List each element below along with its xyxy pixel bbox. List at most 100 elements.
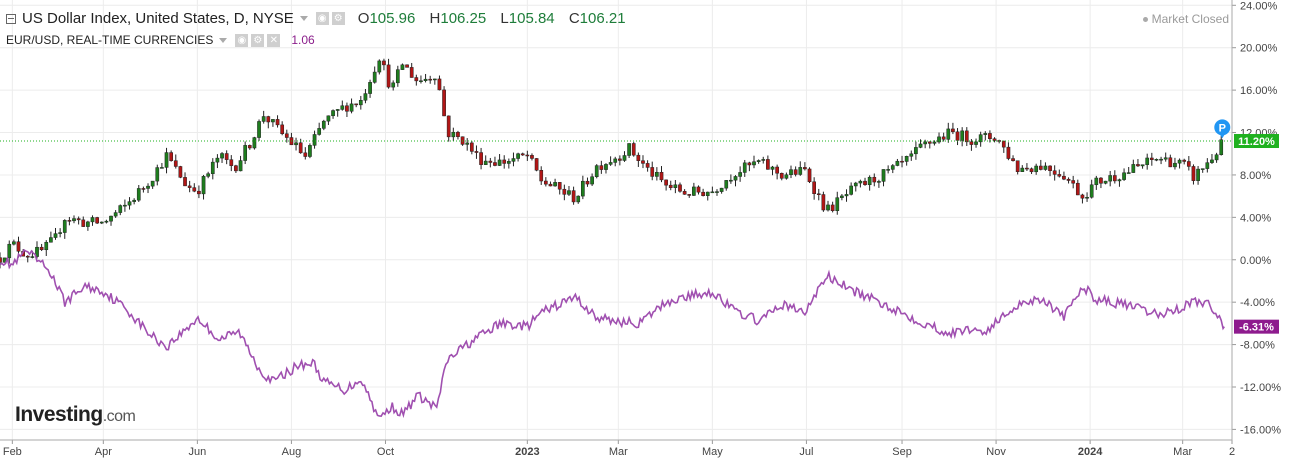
- candle: [770, 165, 775, 176]
- candle-body: [604, 164, 608, 170]
- candle: [719, 187, 724, 194]
- candle-body: [562, 188, 567, 195]
- candle: [641, 155, 645, 169]
- candle: [479, 147, 483, 170]
- candle-body: [1210, 159, 1214, 163]
- candle-body: [298, 142, 303, 154]
- dxy-candles[interactable]: [0, 58, 1224, 269]
- candle: [742, 159, 747, 177]
- candle: [1043, 162, 1048, 171]
- x-tick-label: Mar: [1173, 446, 1192, 458]
- secondary-series-name[interactable]: EUR/USD, REAL-TIME CURRENCIES: [6, 33, 214, 47]
- candle: [687, 194, 692, 198]
- candle-body: [312, 134, 317, 146]
- candle: [1029, 167, 1034, 175]
- candle-body: [548, 183, 553, 187]
- candle: [608, 156, 613, 166]
- candle: [405, 64, 409, 68]
- primary-series-name[interactable]: US Dollar Index, United States, D, NYSE: [22, 10, 294, 27]
- x-tick-label: May: [702, 446, 723, 458]
- x-tick-label: Jun: [188, 446, 206, 458]
- candle-body: [1038, 165, 1043, 170]
- open-label: O: [357, 10, 370, 27]
- candle-body: [890, 165, 895, 170]
- x-tick-label: Oct: [377, 446, 394, 458]
- close-icon[interactable]: ✕: [267, 33, 281, 47]
- candle-body: [557, 182, 562, 190]
- candle-body: [7, 243, 12, 259]
- eye-icon[interactable]: ◉: [315, 12, 329, 25]
- candle-body: [969, 141, 974, 145]
- candle: [613, 156, 618, 167]
- candle-body: [197, 190, 201, 195]
- candle: [715, 189, 719, 196]
- candle: [946, 122, 951, 143]
- candle-body: [127, 201, 132, 206]
- gear-icon[interactable]: ⚙: [251, 33, 265, 47]
- candle: [784, 172, 789, 180]
- candle-body: [354, 103, 359, 106]
- candle-body: [146, 185, 150, 189]
- candle-body: [81, 219, 86, 227]
- candle-body: [655, 171, 659, 177]
- candle-body: [271, 119, 275, 123]
- candle: [705, 191, 710, 201]
- candle-body: [358, 100, 363, 106]
- y-tick-label: 8.00%: [1240, 170, 1271, 182]
- candle-body: [1052, 170, 1057, 175]
- candle-body: [335, 109, 340, 111]
- candle: [733, 175, 738, 187]
- candle: [53, 227, 58, 240]
- candle-body: [608, 162, 613, 165]
- candle-body: [803, 167, 807, 170]
- candle: [1062, 171, 1066, 181]
- candle-body: [25, 255, 30, 258]
- candle: [1080, 193, 1085, 204]
- candle: [224, 150, 229, 165]
- candle: [146, 183, 150, 194]
- candle-body: [409, 67, 414, 78]
- candle-body: [761, 159, 766, 161]
- candle: [900, 155, 904, 168]
- candle-body: [900, 160, 904, 163]
- collapse-icon[interactable]: [6, 13, 16, 24]
- candle: [622, 151, 627, 162]
- candle: [571, 186, 576, 205]
- eye-icon[interactable]: ◉: [235, 33, 249, 47]
- candle: [132, 198, 136, 205]
- candle-body: [687, 194, 692, 196]
- candle-body: [1011, 158, 1015, 161]
- candle-body: [904, 156, 909, 162]
- candle-body: [363, 93, 368, 101]
- candle: [414, 74, 419, 86]
- candle: [585, 177, 590, 187]
- candle-body: [280, 124, 285, 134]
- candle: [317, 122, 322, 136]
- candle-body: [192, 187, 197, 192]
- candle-body: [567, 190, 571, 195]
- candle: [1075, 179, 1080, 196]
- eurusd-line[interactable]: [0, 248, 1225, 419]
- candle: [951, 122, 955, 135]
- candle: [631, 141, 636, 157]
- candle-body: [1126, 172, 1131, 174]
- candle: [701, 188, 705, 197]
- candle-body: [1085, 196, 1089, 199]
- candle-body: [826, 204, 830, 211]
- candle: [67, 216, 72, 226]
- chevron-down-icon[interactable]: [299, 16, 308, 21]
- candle: [1126, 166, 1131, 174]
- candle-body: [553, 182, 557, 187]
- chevron-down-icon[interactable]: [219, 37, 228, 43]
- candle-body: [118, 205, 123, 213]
- candle-body: [918, 143, 923, 148]
- gear-icon[interactable]: ⚙: [331, 12, 345, 25]
- close-value: 106.21: [579, 10, 626, 27]
- candle: [62, 219, 67, 239]
- candle: [261, 110, 266, 124]
- candle-body: [1025, 167, 1029, 170]
- candle-body: [1219, 139, 1224, 155]
- candle: [377, 59, 382, 75]
- y-tick-label: 24.00%: [1240, 0, 1278, 12]
- candle-body: [53, 233, 58, 238]
